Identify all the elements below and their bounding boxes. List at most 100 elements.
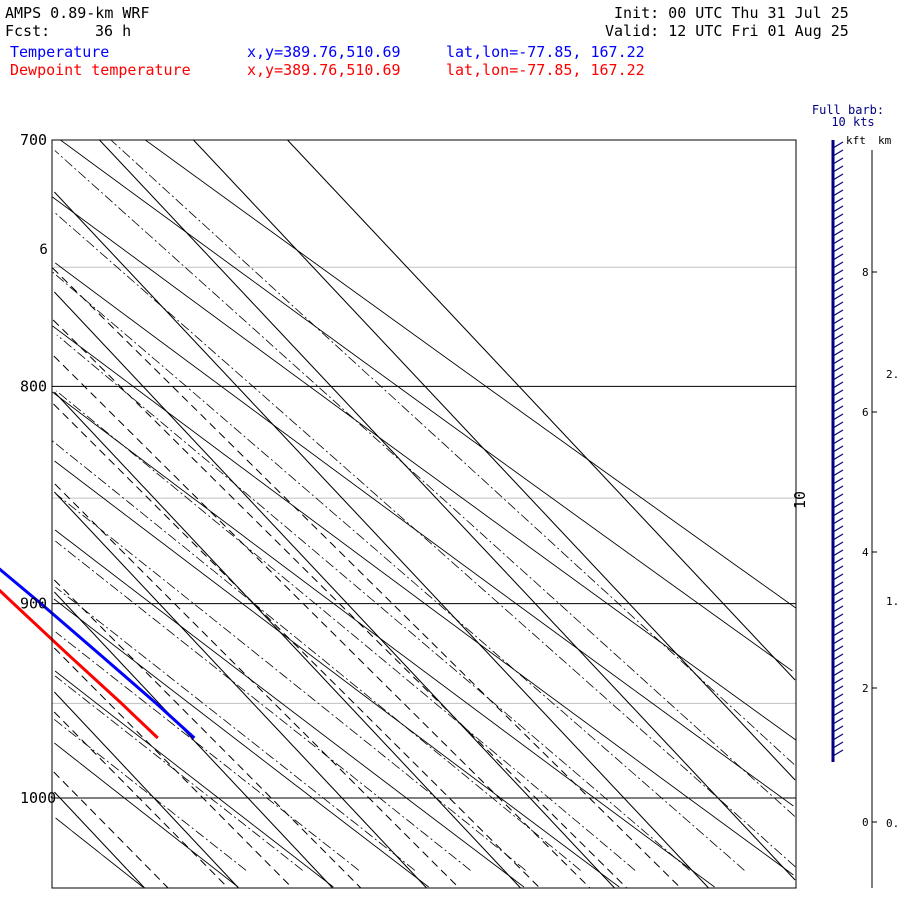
wind-barb: [832, 541, 844, 549]
dry-adiabat: [52, 196, 797, 741]
wind-barb: [832, 573, 844, 581]
pressure-tick-label: 800: [20, 377, 47, 395]
wind-barb: [832, 653, 844, 661]
wind-barb: [832, 589, 844, 597]
wind-barb: [832, 205, 844, 213]
dewpoint-profile: [0, 588, 159, 740]
wind-barb: [832, 453, 844, 461]
wind-barb: [832, 581, 844, 589]
temperature-legend-xy: x,y=389.76,510.69: [247, 43, 401, 61]
wind-barb: [832, 189, 844, 197]
moist-adiabat: [56, 334, 690, 871]
dry-adiabat: [54, 742, 239, 888]
mixing-ratio-line: [53, 647, 293, 889]
km-tick-label: 1.: [886, 595, 899, 608]
moist-adiabats: [52, 139, 796, 871]
pressure-tick-label: 900: [20, 595, 47, 613]
wind-barb: [832, 525, 844, 533]
wind-barb: [832, 197, 844, 205]
dry-adiabat: [54, 460, 620, 888]
mixing-ratio-line: [52, 319, 628, 889]
mixing-ratio-line: [53, 579, 362, 889]
temperature-legend-latlon: lat,lon=-77.85, 167.22: [446, 43, 645, 61]
temperature-legend-name: Temperature: [10, 43, 110, 61]
wind-barb: [832, 397, 844, 405]
wind-barb: [832, 629, 844, 637]
wind-barb: [832, 309, 844, 317]
forecast-label: Fcst:: [5, 22, 51, 40]
wind-barb: [832, 485, 844, 493]
dry-adiabat: [60, 139, 793, 672]
wind-barb: [832, 725, 844, 733]
wind-barb: [832, 717, 844, 725]
wind-barb: [832, 477, 844, 485]
moist-adiabat-label: 10: [791, 491, 809, 509]
wind-barb: [832, 293, 844, 301]
wind-barb: [832, 461, 844, 469]
moist-adiabat: [54, 675, 303, 871]
km-unit-label: km: [878, 134, 892, 147]
wind-barb: [832, 253, 844, 261]
moist-adiabat: [54, 150, 795, 817]
wind-barb: [832, 709, 844, 717]
dry-adiabat: [54, 529, 525, 888]
wind-barb: [832, 749, 844, 757]
wind-barb: [832, 421, 844, 429]
wind-barb: [832, 429, 844, 437]
wind-barb: [832, 693, 844, 701]
pressure-tick-label: 1000: [20, 789, 56, 807]
kft-tick-label: 8: [862, 266, 869, 279]
wind-barb: [832, 141, 844, 149]
moist-adiabat: [55, 586, 416, 871]
km-tick-label: 0.: [886, 817, 899, 830]
dry-adiabat: [53, 598, 429, 888]
dewpoint-legend-name: Dewpoint temperature: [10, 61, 191, 79]
isotherm: [54, 291, 615, 889]
wind-barb: [832, 469, 844, 477]
dewpoint-legend-latlon: lat,lon=-77.85, 167.22: [446, 61, 645, 79]
wind-panel-speed: 10 kts: [831, 115, 874, 129]
wind-barb: [832, 501, 844, 509]
wind-barb: [832, 645, 844, 653]
wind-barb: [832, 157, 844, 165]
wind-barb: [832, 149, 844, 157]
moist-adiabat: [52, 271, 745, 871]
mixing-ratio-line: [53, 711, 229, 889]
diagram-labels: 7008009001000-70-60-50-40-30-20-100.05.1…: [20, 131, 809, 807]
wind-barb: [832, 445, 844, 453]
isotherm: [54, 691, 239, 889]
kft-tick-label: 0: [862, 816, 869, 829]
wind-barb: [832, 237, 844, 245]
wind-barb: [832, 357, 844, 365]
wind-barb: [832, 733, 844, 741]
isotherm: [99, 139, 796, 881]
dry-adiabat: [52, 391, 715, 888]
wind-barb: [832, 285, 844, 293]
wind-barb: [832, 381, 844, 389]
sounding-profiles: [0, 567, 196, 740]
wind-barb: [832, 685, 844, 693]
wind-barb: [832, 741, 844, 749]
wind-barb: [832, 605, 844, 613]
wind-barb: [832, 277, 844, 285]
wind-barb: [832, 677, 844, 685]
wind-barb: [832, 365, 844, 373]
mixing-ratio-lines: [52, 267, 681, 889]
plot-frame: [51, 139, 797, 889]
isotherm: [287, 139, 796, 681]
wind-barb: [832, 373, 844, 381]
mixing-ratio-line: [54, 483, 460, 889]
kft-tick-label: 6: [862, 406, 869, 419]
mixing-ratio-line: [53, 355, 591, 889]
wind-barb: [832, 213, 844, 221]
wind-barb: [832, 165, 844, 173]
wind-barb: [832, 669, 844, 677]
moist-adiabat: [110, 139, 795, 765]
moist-adiabat: [55, 540, 471, 871]
pressure-tick-label: 700: [20, 131, 47, 149]
wind-barb: [832, 613, 844, 621]
wind-barb: [832, 333, 844, 341]
isotherms: [54, 139, 796, 889]
wind-barb: [832, 413, 844, 421]
wind-barb: [832, 493, 844, 501]
